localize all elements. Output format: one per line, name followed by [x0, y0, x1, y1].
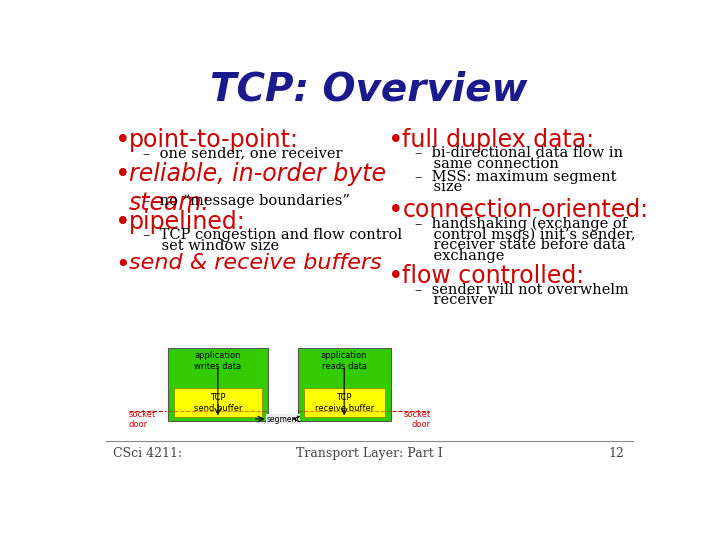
- Text: application
reads data: application reads data: [321, 351, 367, 370]
- Bar: [297, 348, 391, 421]
- Text: •: •: [388, 198, 404, 224]
- Text: –  no “message boundaries”: – no “message boundaries”: [143, 194, 350, 208]
- Text: •: •: [114, 211, 130, 237]
- Bar: [269, 415, 297, 423]
- Text: segment: segment: [266, 415, 300, 423]
- Text: •: •: [114, 162, 130, 188]
- Text: –  one sender, one receiver: – one sender, one receiver: [143, 146, 342, 160]
- Bar: [304, 388, 384, 417]
- Text: flow controlled:: flow controlled:: [402, 264, 585, 288]
- Text: –  handshaking (exchange of: – handshaking (exchange of: [415, 217, 627, 231]
- Text: control msgs) init’s sender,: control msgs) init’s sender,: [415, 227, 635, 242]
- Bar: [174, 388, 262, 417]
- Text: TCP
send buffer: TCP send buffer: [194, 393, 242, 413]
- Text: exchange: exchange: [415, 249, 504, 263]
- Text: TCP
receive buffer: TCP receive buffer: [315, 393, 374, 413]
- Text: •: •: [388, 128, 404, 154]
- Text: point-to-point:: point-to-point:: [129, 128, 299, 152]
- Text: receiver state before data: receiver state before data: [415, 238, 626, 252]
- Text: size: size: [415, 180, 462, 194]
- Text: full duplex data:: full duplex data:: [402, 128, 595, 152]
- Text: reliable, in-order byte
steam:: reliable, in-order byte steam:: [129, 162, 386, 214]
- Text: CSci 4211:: CSci 4211:: [113, 447, 182, 460]
- Ellipse shape: [266, 415, 273, 423]
- Bar: [168, 348, 269, 421]
- Text: •: •: [388, 264, 404, 290]
- Text: –  sender will not overwhelm: – sender will not overwhelm: [415, 283, 629, 296]
- Text: send & receive buffers: send & receive buffers: [129, 253, 382, 273]
- Text: •: •: [114, 128, 130, 154]
- Text: application
writes data: application writes data: [194, 351, 241, 370]
- Text: TCP: Overview: TCP: Overview: [210, 71, 528, 109]
- Text: pipelined:: pipelined:: [129, 211, 246, 234]
- Text: 12: 12: [609, 447, 625, 460]
- Text: receiver: receiver: [415, 294, 495, 307]
- Ellipse shape: [293, 415, 300, 423]
- Text: Transport Layer: Part I: Transport Layer: Part I: [296, 447, 442, 460]
- Text: set window size: set window size: [143, 239, 279, 253]
- Text: •: •: [114, 253, 130, 276]
- Text: connection-oriented:: connection-oriented:: [402, 198, 649, 222]
- Text: socket
door: socket door: [404, 410, 431, 429]
- Text: socket
door: socket door: [129, 410, 156, 429]
- Text: same connection: same connection: [415, 157, 559, 171]
- Text: –  MSS: maximum segment: – MSS: maximum segment: [415, 170, 616, 184]
- Text: –  TCP congestion and flow control: – TCP congestion and flow control: [143, 228, 402, 242]
- Text: –  bi-directional data flow in: – bi-directional data flow in: [415, 146, 623, 160]
